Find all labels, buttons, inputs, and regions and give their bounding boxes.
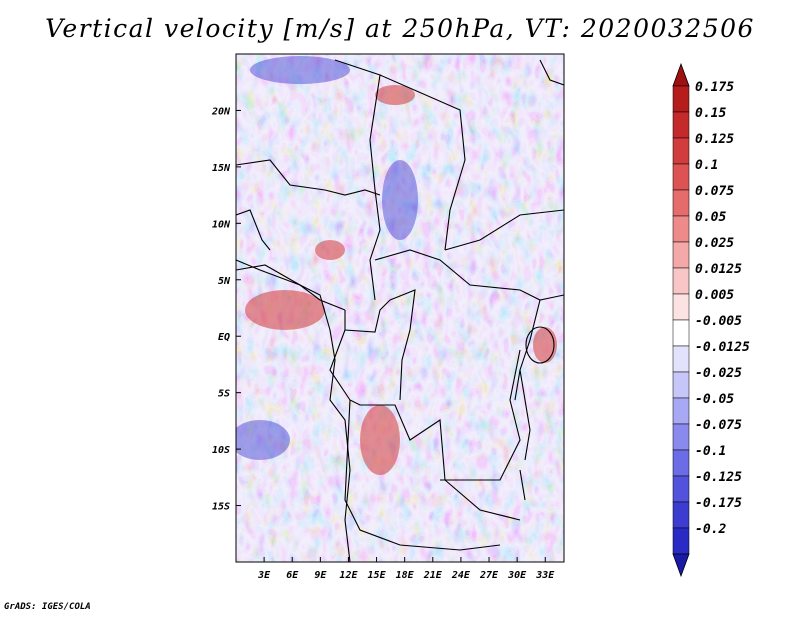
lat-tick-label: EQ: [218, 332, 230, 343]
colorbar-label: -0.125: [695, 470, 742, 485]
lat-tick-label: 5S: [218, 389, 230, 400]
colorbar-label: 0.005: [695, 288, 734, 303]
lon-tick-label: 33E: [535, 570, 555, 581]
country-borders: [236, 59, 564, 551]
lat-tick-label: 5N: [218, 276, 231, 287]
lon-tick-label: 12E: [339, 570, 358, 581]
colorbar-swatch: [672, 111, 690, 139]
velocity-field: [236, 54, 564, 562]
lon-tick-label: 21E: [423, 570, 443, 581]
grads-credit: GrADS: IGES/COLA: [4, 602, 91, 612]
colorbar-label: -0.0125: [695, 340, 750, 355]
map-frame: [235, 53, 565, 563]
lon-tick-label: 30E: [507, 570, 527, 581]
colorbar-swatch: [672, 319, 690, 347]
colorbar-swatch: [672, 527, 690, 555]
lon-tick-label: 9E: [314, 570, 327, 581]
colorbar-label: -0.025: [695, 366, 742, 381]
colorbar: 0.175 0.15 0.125 0.1 0.075 0.05 0.025 0.0125 0.0…: [672, 62, 750, 578]
colorbar-label: 0.05: [695, 210, 726, 225]
colorbar-swatch: [672, 85, 690, 113]
lat-tick-label: 15N: [212, 163, 231, 174]
colorbar-swatch: [672, 293, 690, 321]
colorbar-swatch: [672, 163, 690, 191]
colorbar-swatch: [672, 345, 690, 373]
colorbar-label: 0.0125: [695, 262, 742, 277]
colorbar-swatch: [672, 241, 690, 269]
colorbar-swatch: [672, 397, 690, 425]
colorbar-swatch: [672, 449, 690, 477]
colorbar-swatch: [672, 137, 690, 165]
map-axes: 3E 6E 9E 12E 15E 18E 21E 24E 27E 30E 33E 20N 15N 10N 5…: [211, 106, 555, 581]
colorbar-label: -0.175: [695, 496, 742, 511]
colorbar-swatch: [672, 501, 690, 529]
colorbar-label: 0.075: [695, 184, 734, 199]
lon-tick-label: 18E: [396, 570, 415, 581]
lon-tick-label: 6E: [286, 570, 299, 581]
lon-tick-label: 3E: [257, 570, 271, 581]
colorbar-label: 0.175: [695, 80, 734, 95]
colorbar-label: 0.15: [695, 106, 726, 121]
lat-tick-label: 20N: [211, 106, 231, 117]
colorbar-swatch: [672, 189, 690, 217]
colorbar-label: 0.025: [695, 236, 734, 251]
lat-tick-label: 10S: [212, 445, 230, 456]
colorbar-label: -0.005: [695, 314, 742, 329]
colorbar-label: -0.2: [695, 522, 726, 537]
colorbar-swatch: [672, 371, 690, 399]
lat-tick-label: 10N: [212, 219, 231, 230]
lon-tick-label: 24E: [451, 570, 471, 581]
colorbar-label: 0.1: [695, 158, 718, 173]
colorbar-swatch: [672, 215, 690, 243]
lon-tick-label: 27E: [479, 570, 499, 581]
colorbar-label: -0.1: [695, 444, 726, 459]
colorbar-swatch: [672, 423, 690, 451]
colorbar-swatch: [672, 267, 690, 295]
colorbar-top-arrow: [672, 62, 690, 87]
colorbar-label: -0.05: [695, 392, 734, 407]
lat-tick-label: 15S: [212, 502, 230, 513]
colorbar-label: -0.075: [695, 418, 742, 433]
colorbar-label: 0.125: [695, 132, 734, 147]
lon-tick-label: 15E: [368, 570, 387, 581]
plot-title: Vertical velocity [m/s] at 250hPa, VT: 2…: [45, 14, 755, 43]
colorbar-swatch: [672, 475, 690, 503]
colorbar-bottom-arrow: [672, 553, 690, 578]
